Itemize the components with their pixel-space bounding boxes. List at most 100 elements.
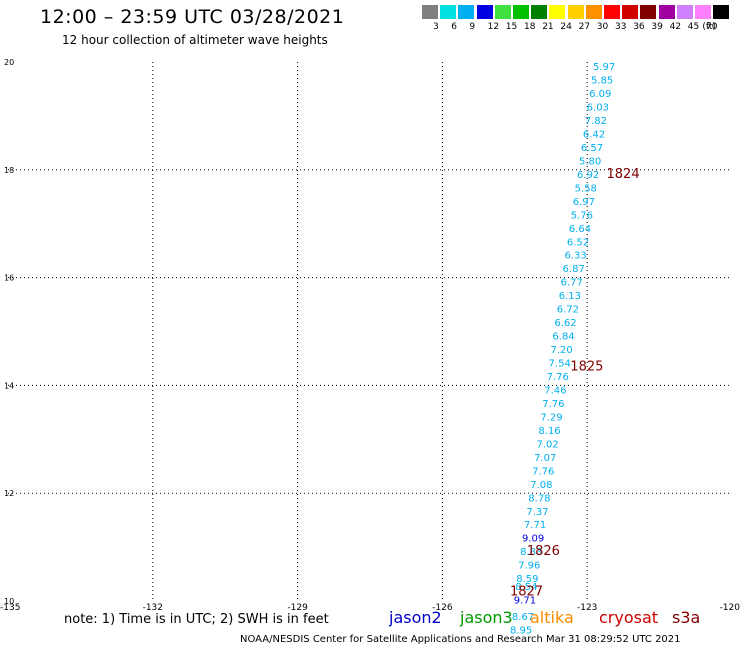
wave-height-value: 7.76 [547,372,569,383]
wave-height-value: 7.20 [550,345,572,356]
y-tick-label: 10 [4,597,14,606]
wave-height-value: 6.52 [567,237,589,248]
y-tick-label: 14 [4,381,14,390]
wave-height-value: 9.71 [514,596,536,607]
legend-swatch [567,5,584,19]
wave-height-value: 7.37 [526,507,548,518]
legend-label: 24 [560,22,572,32]
legend-swatch [458,5,475,19]
time-label: 1827 [510,585,543,600]
satellite-cryosat: cryosat [599,608,659,627]
wave-height-value: 6.72 [557,305,579,316]
wave-height-value: 5.80 [579,156,601,167]
legend-swatch [640,5,657,19]
chart-subtitle: 12 hour collection of altimeter wave hei… [62,33,328,47]
wave-height-value: 8.54 [515,582,537,593]
legend-swatch [604,5,620,19]
wave-height-value: 6.03 [587,103,609,114]
satellite-jason2: jason2 [389,608,442,627]
legend-label: 39 [651,22,663,32]
legend-swatch [695,5,711,19]
satellite-altika: altika [530,608,574,627]
legend-label: 18 [524,22,536,32]
y-tick-label: 18 [4,166,14,175]
wave-height-value: 6.87 [563,264,585,275]
wave-height-value: 5.58 [575,183,597,194]
wave-height-value: 7.96 [518,561,540,572]
x-tick-label: -120 [720,603,740,613]
wave-height-value: 5.85 [591,76,613,87]
wave-height-value: 6.97 [573,197,595,208]
wave-height-value: 5.76 [571,210,593,221]
wave-height-value: 6.33 [564,251,586,262]
legend-label: 30 [596,22,609,32]
x-tick-label: -129 [287,603,308,613]
legend-label: 21 [542,22,554,32]
legend-swatch [440,5,457,19]
wave-height-value: 7.54 [549,359,571,370]
footer-note: note: 1) Time is in UTC; 2) SWH is in fe… [64,612,329,627]
wave-height-value: 6.92 [577,170,599,181]
wave-height-value: 8.67 [512,612,534,623]
wave-height-value: 7.76 [532,466,554,477]
legend-label: 6 [451,22,457,32]
wave-height-value: 7.07 [534,453,556,464]
legend-label: 36 [633,22,645,32]
legend-swatch [549,5,566,19]
wave-height-value: 6.64 [569,224,591,235]
y-tick-label: 20 [4,58,14,67]
legend-swatch [531,5,548,19]
wave-height-value: 7.76 [542,399,564,410]
wave-height-value: 8.83 [520,547,542,558]
footer-credit: NOAA/NESDIS Center for Satellite Applica… [240,634,681,645]
wave-height-value: 8.16 [538,426,560,437]
legend-swatch [676,5,693,19]
legend-swatch [513,5,529,19]
wave-height-value: 7.02 [536,439,558,450]
y-tick-label: 16 [4,274,14,283]
time-label: 1824 [607,167,640,182]
satellite-jason3: jason3 [460,608,513,627]
wave-height-value: 6.57 [581,143,603,154]
x-tick-label: -132 [143,603,163,613]
legend-swatch [713,5,730,19]
legend-swatch [422,5,438,19]
wave-height-value: 8.59 [516,574,538,585]
legend-label: 12 [487,22,500,32]
time-label: 1825 [570,359,603,374]
legend-swatch [476,5,493,19]
legend-unit: (ft) [702,22,716,32]
wave-height-value: 7.08 [530,480,552,491]
wave-height-value: 6.13 [559,291,581,302]
wave-height-value: 8.95 [510,625,532,636]
x-tick-label: -126 [432,603,453,613]
legend-swatch [585,5,602,19]
legend-label: 33 [615,22,627,32]
wave-height-value: 7.46 [544,385,566,396]
x-tick-label: -123 [577,603,597,613]
wave-height-value: 7.29 [540,412,562,423]
wave-height-value: 6.62 [554,318,576,329]
legend-label: 15 [505,22,518,32]
legend-label: 9 [469,22,476,32]
chart-title: 12:00 – 23:59 UTC 03/28/2021 [40,6,345,28]
legend-label: 27 [578,22,591,32]
legend-label: 3 [433,22,439,32]
x-tick-label: -135 [0,603,20,613]
wave-height-value: 6.84 [552,332,574,343]
wave-height-value: 5.97 [593,62,615,73]
wave-height-value: 7.82 [585,116,607,127]
legend-label: 42 [669,22,682,32]
wave-height-value: 6.42 [583,129,605,140]
legend-swatch [622,5,639,19]
wave-height-value: 9.09 [522,534,544,545]
legend-swatch [658,5,675,19]
wave-height-value: 8.78 [528,493,550,504]
wave-height-value: 6.09 [589,89,611,100]
wave-height-value: 7.71 [524,520,546,531]
wave-height-value: 6.77 [561,278,583,289]
satellite-s3a: s3a [672,608,701,627]
legend-label: 70 [706,22,718,32]
legend-label: 45 [687,22,700,32]
